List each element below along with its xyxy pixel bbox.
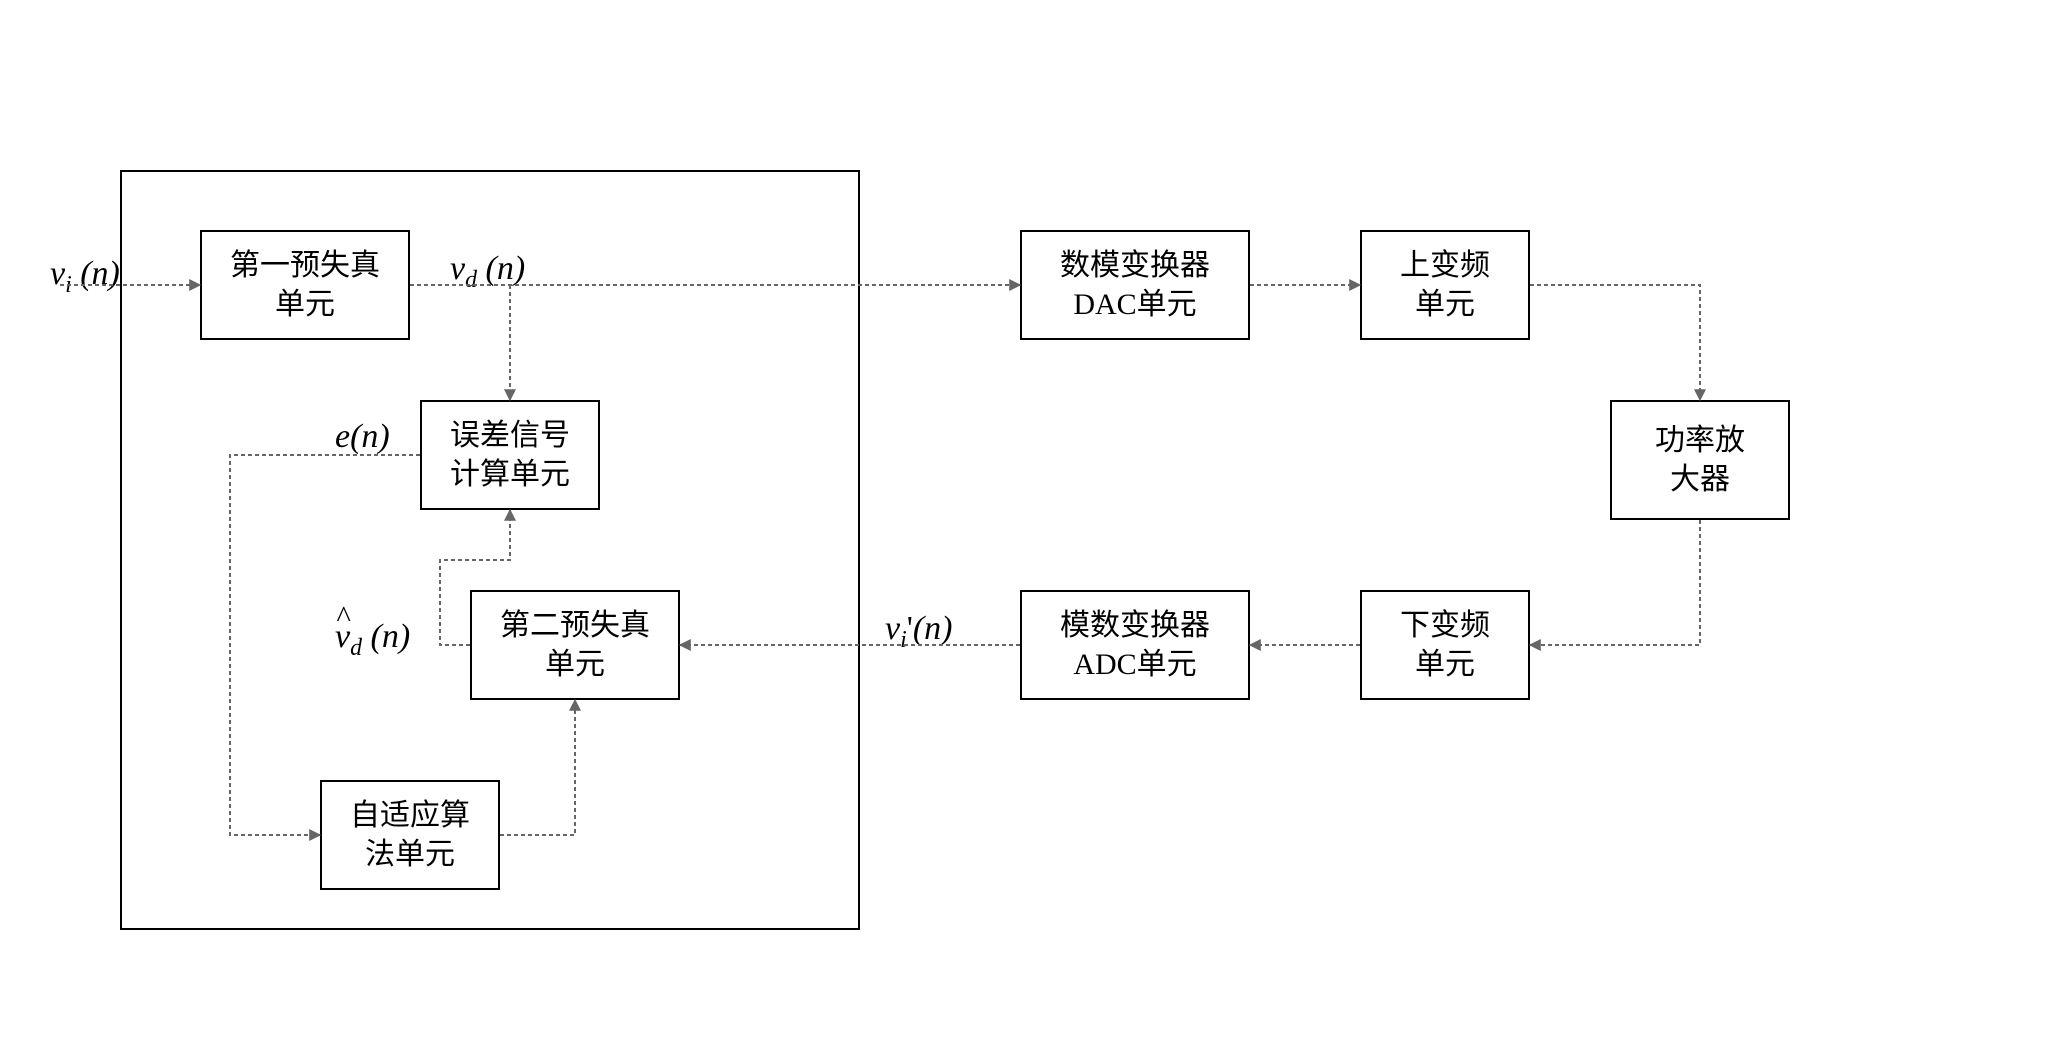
signal-label-vdhat: ^vd (n) — [335, 618, 410, 662]
node-predistortion-1: 第一预失真单元 — [200, 230, 410, 340]
node-label: 功率放大器 — [1655, 421, 1745, 499]
node-downconverter: 下变频单元 — [1360, 590, 1530, 700]
signal-label-en: e(n) — [335, 418, 390, 456]
node-dac: 数模变换器DAC单元 — [1020, 230, 1250, 340]
node-label: 误差信号计算单元 — [450, 416, 570, 494]
node-label: 上变频单元 — [1400, 246, 1490, 324]
node-adaptive-algo: 自适应算法单元 — [320, 780, 500, 890]
node-power-amplifier: 功率放大器 — [1610, 400, 1790, 520]
signal-label-vi: vi (n) — [50, 255, 120, 299]
node-predistortion-2: 第二预失真单元 — [470, 590, 680, 700]
node-label: 下变频单元 — [1400, 606, 1490, 684]
node-label: 自适应算法单元 — [350, 796, 470, 874]
node-error-signal: 误差信号计算单元 — [420, 400, 600, 510]
node-label: 数模变换器DAC单元 — [1060, 246, 1210, 324]
signal-label-vd: vd (n) — [450, 250, 525, 294]
diagram-canvas: 第一预失真单元 误差信号计算单元 第二预失真单元 自适应算法单元 数模变换器DA… — [0, 0, 2067, 1059]
node-label: 模数变换器ADC单元 — [1060, 606, 1210, 684]
node-label: 第一预失真单元 — [230, 246, 380, 324]
signal-label-viprime: vi'(n) — [885, 610, 953, 654]
node-label: 第二预失真单元 — [500, 606, 650, 684]
node-adc: 模数变换器ADC单元 — [1020, 590, 1250, 700]
node-upconverter: 上变频单元 — [1360, 230, 1530, 340]
